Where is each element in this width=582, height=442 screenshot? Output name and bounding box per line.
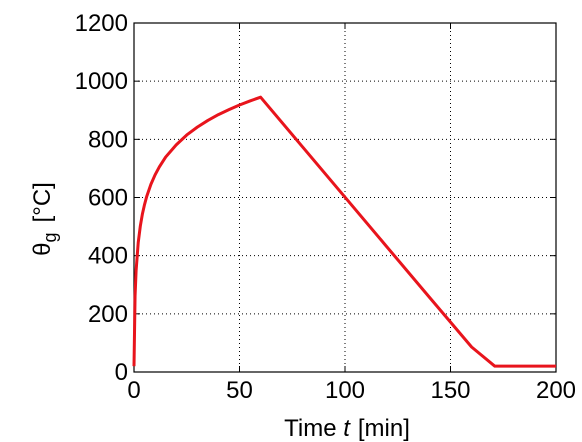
axes	[133, 22, 557, 373]
y-tick-label: 1000	[75, 68, 128, 95]
y-tick-label: 800	[88, 126, 128, 153]
y-tick-label: 1200	[75, 10, 128, 37]
x-tick-label: 50	[226, 377, 253, 404]
x-tick-label: 150	[430, 377, 470, 404]
y-tick-labels: 0 200 400 600 800 1000 1200	[75, 10, 128, 386]
series-line	[132, 95, 556, 368]
plot-frame	[133, 22, 557, 373]
y-tick-label: 0	[115, 359, 128, 386]
y-tick-label: 200	[88, 301, 128, 328]
y-tick-label: 600	[88, 185, 128, 212]
x-tick-label: 200	[536, 377, 576, 404]
x-axis-label: Time t [min]	[284, 415, 410, 442]
series-layer	[132, 95, 556, 368]
x-tick-label: 0	[127, 377, 140, 404]
x-tick-label: 100	[325, 377, 365, 404]
y-axis-label: θg[°C]	[29, 182, 60, 256]
y-tick-label: 400	[88, 243, 128, 270]
x-tick-labels: 0 50 100 150 200	[127, 377, 576, 404]
